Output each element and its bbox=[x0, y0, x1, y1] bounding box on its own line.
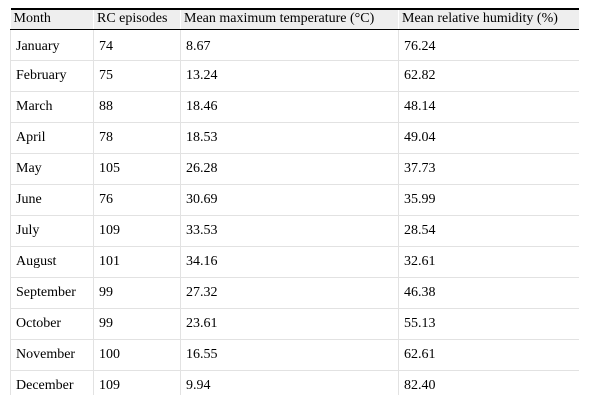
cell-mean-max-temperature: 30.69 bbox=[180, 184, 399, 216]
table-row: June 76 30.69 35.99 bbox=[10, 184, 579, 216]
cell-mean-max-temperature: 33.53 bbox=[180, 215, 399, 247]
table-row: October 99 23.61 55.13 bbox=[10, 308, 579, 340]
header-mean-max-temperature: Mean maximum temperature (°C) bbox=[180, 8, 399, 30]
cell-mean-max-temperature: 27.32 bbox=[180, 277, 399, 309]
cell-month: November bbox=[10, 339, 94, 371]
header-row: Month RC episodes Mean maximum temperatu… bbox=[10, 8, 579, 30]
cell-mean-relative-humidity: 49.04 bbox=[398, 122, 579, 154]
cell-rc-episodes: 101 bbox=[93, 246, 181, 278]
cell-rc-episodes: 99 bbox=[93, 277, 181, 309]
cell-mean-relative-humidity: 28.54 bbox=[398, 215, 579, 247]
cell-rc-episodes: 78 bbox=[93, 122, 181, 154]
cell-mean-max-temperature: 8.67 bbox=[180, 29, 399, 61]
cell-month: September bbox=[10, 277, 94, 309]
header-mean-relative-humidity: Mean relative humidity (%) bbox=[398, 8, 579, 30]
cell-mean-relative-humidity: 48.14 bbox=[398, 91, 579, 123]
cell-month: August bbox=[10, 246, 94, 278]
table-row: April 78 18.53 49.04 bbox=[10, 122, 579, 154]
table-row: March 88 18.46 48.14 bbox=[10, 91, 579, 123]
cell-rc-episodes: 109 bbox=[93, 215, 181, 247]
table-row: May 105 26.28 37.73 bbox=[10, 153, 579, 185]
cell-rc-episodes: 99 bbox=[93, 308, 181, 340]
cell-mean-max-temperature: 23.61 bbox=[180, 308, 399, 340]
cell-mean-relative-humidity: 62.82 bbox=[398, 60, 579, 92]
cell-rc-episodes: 109 bbox=[93, 370, 181, 395]
cell-month: May bbox=[10, 153, 94, 185]
cell-mean-max-temperature: 18.53 bbox=[180, 122, 399, 154]
cell-rc-episodes: 75 bbox=[93, 60, 181, 92]
cell-month: July bbox=[10, 215, 94, 247]
header-rc-episodes: RC episodes bbox=[93, 8, 181, 30]
table-row: August 101 34.16 32.61 bbox=[10, 246, 579, 278]
cell-month: October bbox=[10, 308, 94, 340]
table-row: July 109 33.53 28.54 bbox=[10, 215, 579, 247]
cell-rc-episodes: 105 bbox=[93, 153, 181, 185]
cell-mean-max-temperature: 34.16 bbox=[180, 246, 399, 278]
cell-mean-relative-humidity: 32.61 bbox=[398, 246, 579, 278]
cell-mean-max-temperature: 13.24 bbox=[180, 60, 399, 92]
cell-mean-max-temperature: 18.46 bbox=[180, 91, 399, 123]
table-header: Month RC episodes Mean maximum temperatu… bbox=[10, 8, 579, 30]
table-row: November 100 16.55 62.61 bbox=[10, 339, 579, 371]
cell-mean-max-temperature: 16.55 bbox=[180, 339, 399, 371]
cell-month: February bbox=[10, 60, 94, 92]
cell-mean-relative-humidity: 46.38 bbox=[398, 277, 579, 309]
table-row: September 99 27.32 46.38 bbox=[10, 277, 579, 309]
cell-mean-relative-humidity: 35.99 bbox=[398, 184, 579, 216]
cell-rc-episodes: 88 bbox=[93, 91, 181, 123]
cell-mean-relative-humidity: 82.40 bbox=[398, 370, 579, 395]
cell-month: April bbox=[10, 122, 94, 154]
table-body: January 74 8.67 76.24 February 75 13.24 … bbox=[10, 29, 579, 395]
header-month: Month bbox=[10, 8, 94, 30]
cell-mean-max-temperature: 9.94 bbox=[180, 370, 399, 395]
cell-mean-relative-humidity: 62.61 bbox=[398, 339, 579, 371]
data-table: Month RC episodes Mean maximum temperatu… bbox=[10, 8, 579, 395]
cell-mean-relative-humidity: 37.73 bbox=[398, 153, 579, 185]
table-row: January 74 8.67 76.24 bbox=[10, 29, 579, 61]
cell-month: June bbox=[10, 184, 94, 216]
table-row: December 109 9.94 82.40 bbox=[10, 370, 579, 395]
data-table-container: Month RC episodes Mean maximum temperatu… bbox=[10, 8, 579, 395]
cell-mean-max-temperature: 26.28 bbox=[180, 153, 399, 185]
cell-rc-episodes: 100 bbox=[93, 339, 181, 371]
cell-month: January bbox=[10, 29, 94, 61]
cell-rc-episodes: 74 bbox=[93, 29, 181, 61]
cell-mean-relative-humidity: 76.24 bbox=[398, 29, 579, 61]
cell-rc-episodes: 76 bbox=[93, 184, 181, 216]
cell-mean-relative-humidity: 55.13 bbox=[398, 308, 579, 340]
table-row: February 75 13.24 62.82 bbox=[10, 60, 579, 92]
cell-month: December bbox=[10, 370, 94, 395]
cell-month: March bbox=[10, 91, 94, 123]
